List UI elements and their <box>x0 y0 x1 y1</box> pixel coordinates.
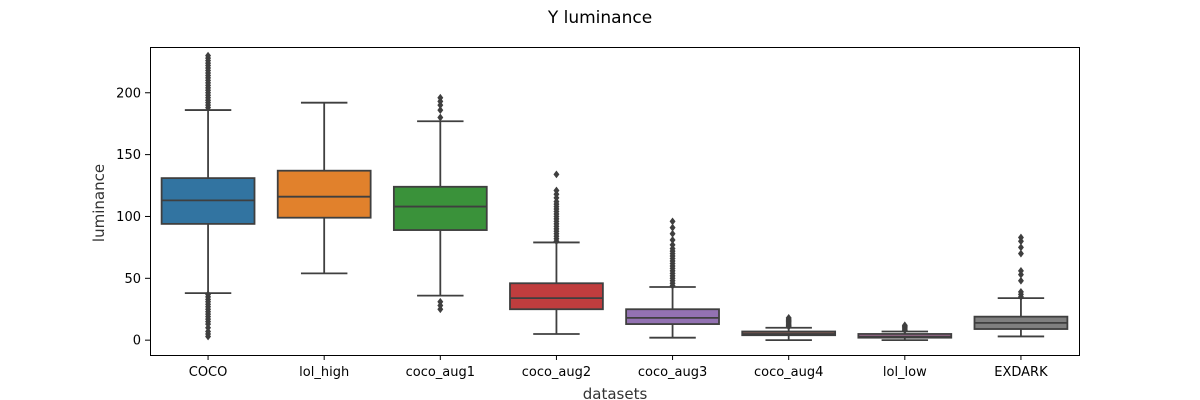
outlier-point <box>1017 249 1024 258</box>
outlier-point <box>437 93 444 102</box>
outlier-point <box>205 51 212 60</box>
outlier-point <box>205 290 212 299</box>
y-tick-label: 0 <box>133 334 141 349</box>
x-tick-label: coco_aug4 <box>754 365 823 380</box>
box-group-exdark <box>973 233 1069 338</box>
outlier-point <box>1017 266 1024 275</box>
iqr-box <box>276 169 372 219</box>
outlier-point <box>901 321 908 330</box>
axes: COCO lol_high coco_aug1 coco_aug2 coco_aug3 c… <box>116 86 1048 380</box>
outlier-point <box>437 113 444 122</box>
box-group-coco-aug3 <box>625 217 720 339</box>
outlier-point <box>1017 276 1024 285</box>
plot-frame <box>150 47 1080 356</box>
y-tick-label: 150 <box>116 148 141 163</box>
x-axis-label: datasets <box>583 385 648 400</box>
y-tick-label: 50 <box>124 272 141 287</box>
box-group-coco-aug2 <box>509 170 604 335</box>
y-tick-label: 200 <box>116 86 141 101</box>
y-tick-label: 100 <box>116 210 141 225</box>
y-axis-label: luminance <box>90 164 108 242</box>
x-tick-label: lol_high <box>299 365 349 380</box>
iqr-box <box>392 185 488 231</box>
box-group-coco-aug1 <box>392 93 488 314</box>
outlier-point <box>553 186 560 195</box>
outlier-point <box>669 241 676 249</box>
box-group-coco-aug4 <box>741 313 837 342</box>
x-tick-label: coco_aug3 <box>638 365 707 380</box>
iqr-box <box>509 282 604 311</box>
outlier-point <box>785 313 792 322</box>
outlier-point <box>553 170 560 179</box>
outlier-point <box>1017 243 1024 252</box>
iqr-box <box>625 308 720 325</box>
x-tick-label: coco_aug2 <box>522 365 591 380</box>
chart-title: Y luminance <box>547 8 652 28</box>
plot-area <box>160 51 1069 342</box>
outlier-point <box>669 236 676 244</box>
outlier-point <box>669 223 676 232</box>
outlier-point <box>669 229 676 238</box>
outlier-point <box>1017 233 1024 242</box>
box-group-coco <box>160 51 256 341</box>
outlier-point <box>669 217 676 226</box>
outlier-point <box>1017 288 1024 296</box>
x-tick-label: lol_low <box>883 365 927 380</box>
outlier-point <box>437 106 444 114</box>
box-group-lol-low <box>857 321 953 342</box>
outlier-point <box>437 297 444 306</box>
x-tick-label: coco_aug1 <box>406 365 475 380</box>
x-tick-label: COCO <box>189 365 228 380</box>
x-tick-label: EXDARK <box>994 365 1048 380</box>
box-group-lol-high <box>276 101 372 275</box>
